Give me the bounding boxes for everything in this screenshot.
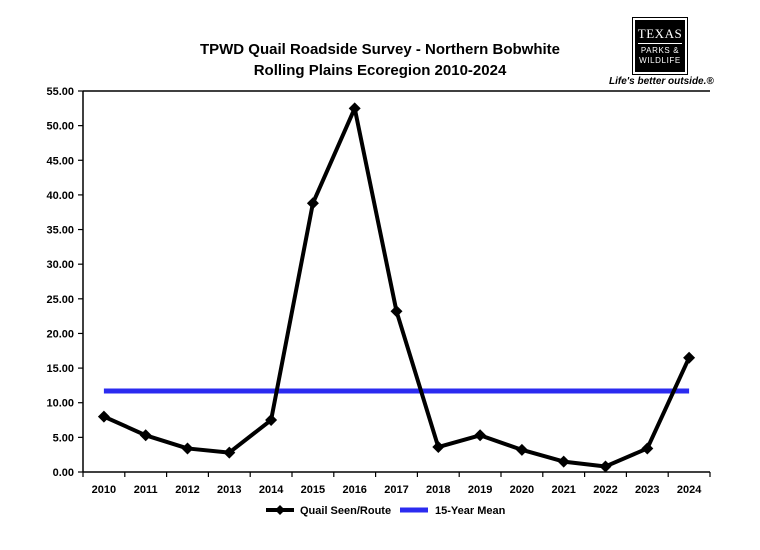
- logo-line1: TEXAS: [637, 26, 683, 41]
- series-line-quail-seen-route: [103, 106, 691, 469]
- chart-title: TPWD Quail Roadside Survey - Northern Bo…: [200, 41, 560, 58]
- y-tick-label: 40.00: [46, 190, 74, 202]
- x-tick-label: 2024: [677, 484, 702, 496]
- x-tick-label: 2011: [134, 484, 158, 496]
- y-tick-label: 25.00: [46, 294, 74, 306]
- y-tick-label: 20.00: [46, 328, 74, 340]
- data-point-marker: [97, 410, 110, 423]
- chart-subtitle: Rolling Plains Ecoregion 2010-2024: [254, 62, 507, 79]
- legend-marker-diamond: [275, 505, 285, 515]
- legend: Quail Seen/Route 15-Year Mean: [266, 505, 506, 517]
- y-tick-label: 0.00: [53, 467, 74, 479]
- data-point-marker: [390, 305, 403, 318]
- logo-line3: WILDLIFE: [639, 56, 681, 65]
- data-point-marker: [265, 414, 278, 427]
- logo-tagline: Life's better outside.®: [609, 76, 714, 87]
- data-point-marker: [223, 446, 236, 459]
- x-tick-label: 2015: [301, 484, 325, 496]
- legend-label-15-year-mean: 15-Year Mean: [435, 505, 506, 517]
- x-tick-label: 2019: [468, 484, 492, 496]
- x-tick-label: 2022: [593, 484, 617, 496]
- y-tick-label: 55.00: [46, 86, 74, 98]
- data-point-marker: [641, 442, 654, 455]
- y-tick-label: 50.00: [46, 121, 74, 133]
- data-point-marker: [599, 460, 612, 473]
- x-tick-label: 2014: [259, 484, 284, 496]
- legend-label-quail-seen-route: Quail Seen/Route: [300, 505, 391, 517]
- x-tick-label: 2018: [426, 484, 450, 496]
- data-point-marker: [181, 442, 194, 455]
- data-point-marker: [474, 429, 487, 442]
- y-tick-label: 45.00: [46, 155, 74, 167]
- logo-divider: [638, 43, 682, 44]
- x-tick-label: 2021: [551, 484, 575, 496]
- data-point-marker: [348, 102, 361, 115]
- x-tick-label: 2020: [510, 484, 534, 496]
- y-tick-label: 35.00: [46, 225, 74, 237]
- x-tick-label: 2017: [384, 484, 408, 496]
- data-point-marker: [683, 351, 696, 364]
- data-point-marker: [139, 429, 152, 442]
- logo-line2: PARKS &: [640, 46, 680, 55]
- data-point-marker: [557, 455, 570, 468]
- x-tick-label: 2013: [217, 484, 241, 496]
- data-point-marker: [432, 441, 445, 454]
- x-tick-label: 2016: [342, 484, 366, 496]
- x-tick-label: 2023: [635, 484, 659, 496]
- y-tick-label: 5.00: [53, 432, 74, 444]
- series-layer: [97, 102, 696, 473]
- y-tick-label: 10.00: [46, 398, 74, 410]
- x-tick-label: 2012: [175, 484, 199, 496]
- x-tick-label: 2010: [92, 484, 116, 496]
- data-point-marker: [515, 443, 528, 456]
- y-tick-label: 30.00: [46, 259, 74, 271]
- tpwd-logo: TEXAS PARKS & WILDLIFE: [632, 17, 688, 75]
- y-tick-label: 15.00: [46, 363, 74, 375]
- data-point-marker: [306, 197, 319, 210]
